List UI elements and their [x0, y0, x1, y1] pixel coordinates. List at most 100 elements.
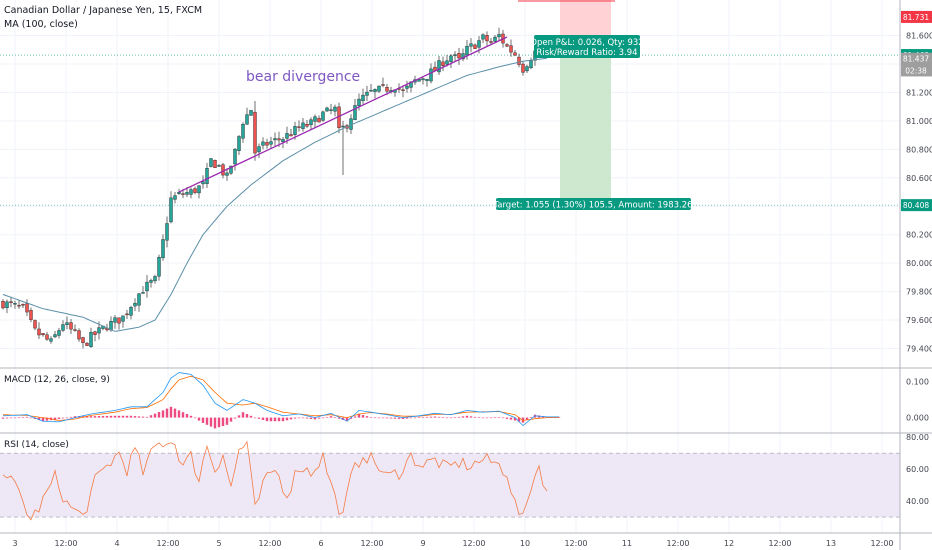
x-tick-label: 12:00: [462, 539, 485, 548]
candle-body: [149, 280, 153, 283]
bear-divergence-annotation[interactable]: bear divergence: [246, 69, 360, 85]
target-text: Target: 1.055 (1.30%) 105.5, Amount: 198…: [492, 201, 692, 211]
candle-body: [37, 328, 41, 336]
candle-body: [445, 60, 449, 65]
price-tick-label: 79.800: [906, 288, 932, 297]
macd-histogram-bar: [249, 415, 253, 418]
macd-histogram-bar: [141, 416, 145, 418]
macd-histogram-bar: [481, 417, 485, 419]
candle-body: [189, 189, 193, 195]
macd-histogram-bar: [405, 417, 409, 419]
macd-histogram-bar: [89, 416, 93, 418]
candle-body: [41, 333, 45, 336]
rsi-line: [2, 440, 548, 521]
main-pane[interactable]: [1, 27, 549, 349]
candle-body: [513, 52, 517, 56]
candle-body: [229, 165, 233, 174]
x-tick-label: 4: [114, 539, 119, 548]
macd-histogram-bar: [169, 406, 173, 418]
candle-body: [509, 45, 513, 53]
macd-histogram-bar: [257, 417, 261, 419]
macd-histogram-bar: [153, 413, 157, 418]
candle-body: [217, 165, 221, 167]
macd-histogram-bar: [409, 417, 413, 419]
candle-body: [153, 276, 157, 282]
macd-histogram-bar: [489, 417, 493, 419]
macd-histogram-bar: [393, 417, 397, 419]
macd-pane[interactable]: [1, 372, 561, 429]
macd-histogram-bar: [253, 417, 257, 419]
candle-body: [233, 148, 237, 165]
candle-body: [57, 330, 61, 336]
candle-body: [341, 125, 345, 128]
macd-histogram-bar: [413, 417, 417, 419]
candle-body: [49, 338, 53, 342]
macd-histogram-bar: [205, 417, 209, 425]
candle-body: [449, 55, 453, 62]
candle-body: [485, 35, 489, 42]
candle-body: [205, 168, 209, 184]
candle-body: [29, 310, 33, 320]
macd-histogram-bar: [289, 417, 293, 420]
position-zones: [0, 0, 900, 206]
candle-body: [441, 61, 445, 67]
macd-histogram-bar: [185, 414, 189, 418]
macd-histogram-bar: [29, 417, 33, 419]
macd-histogram-bar: [45, 417, 49, 421]
macd-histogram-bar: [477, 417, 481, 419]
price-tick-label: 79.600: [906, 316, 932, 325]
candle-body: [161, 239, 165, 259]
macd-histogram-bar: [25, 416, 29, 418]
macd-signal-line: [2, 375, 559, 421]
trendline: [178, 36, 508, 193]
macd-histogram-bar: [381, 417, 385, 419]
candle-body: [437, 60, 441, 73]
candle-body: [89, 331, 93, 347]
symbol-title: Canadian Dollar / Japanese Yen, 15, FXCM: [4, 5, 202, 16]
macd-histogram-bar: [161, 410, 165, 418]
rsi-tick-label: 40.00: [906, 497, 929, 506]
target-label[interactable]: Target: 1.055 (1.30%) 105.5, Amount: 198…: [492, 198, 693, 211]
macd-histogram-bar: [165, 408, 169, 418]
rsi-legend-label: RSI (14, close): [4, 440, 69, 450]
candle-body: [253, 111, 257, 154]
macd-histogram-bar: [517, 417, 521, 422]
macd-histogram-bar: [233, 417, 237, 419]
candle-body: [493, 36, 497, 42]
macd-histogram-bar: [5, 417, 9, 419]
macd-histogram-bar: [469, 416, 473, 418]
rsi-tick-label: 60.00: [906, 465, 929, 474]
candle-body: [197, 185, 201, 194]
candle-body: [401, 89, 405, 91]
x-tick-label: 12:00: [258, 539, 281, 548]
candle-body: [85, 342, 89, 346]
candle-body: [93, 331, 97, 335]
rsi-pane[interactable]: [0, 440, 900, 521]
macd-histogram-bar: [301, 417, 305, 419]
candle-body: [361, 94, 365, 101]
macd-histogram-bar: [425, 416, 429, 418]
macd-histogram-bar: [397, 417, 401, 419]
macd-histogram-bar: [485, 417, 489, 419]
macd-histogram-bar: [117, 415, 121, 418]
price-tick-label: 79.400: [906, 345, 932, 354]
candle-body: [265, 142, 269, 146]
macd-histogram-bar: [385, 417, 389, 419]
candle-body: [237, 136, 241, 151]
open-pnl-label[interactable]: Open P&L: 0.026, Qty: 932 Risk/Reward Ra…: [530, 35, 644, 58]
candle-body: [321, 111, 325, 121]
macd-histogram-bar: [201, 417, 205, 423]
candle-body: [129, 307, 133, 316]
macd-histogram-bar: [225, 417, 229, 425]
candle-body: [329, 109, 333, 111]
x-tick-label: 12:00: [768, 539, 791, 548]
macd-histogram-bar: [105, 415, 109, 418]
macd-histogram-bar: [509, 417, 513, 420]
macd-histogram-bar: [333, 417, 337, 419]
candle-body: [137, 293, 141, 306]
macd-tick-label: 0.100: [906, 378, 929, 387]
macd-histogram-bar: [157, 412, 161, 418]
candle-body: [309, 119, 313, 126]
candle-body: [157, 256, 161, 277]
